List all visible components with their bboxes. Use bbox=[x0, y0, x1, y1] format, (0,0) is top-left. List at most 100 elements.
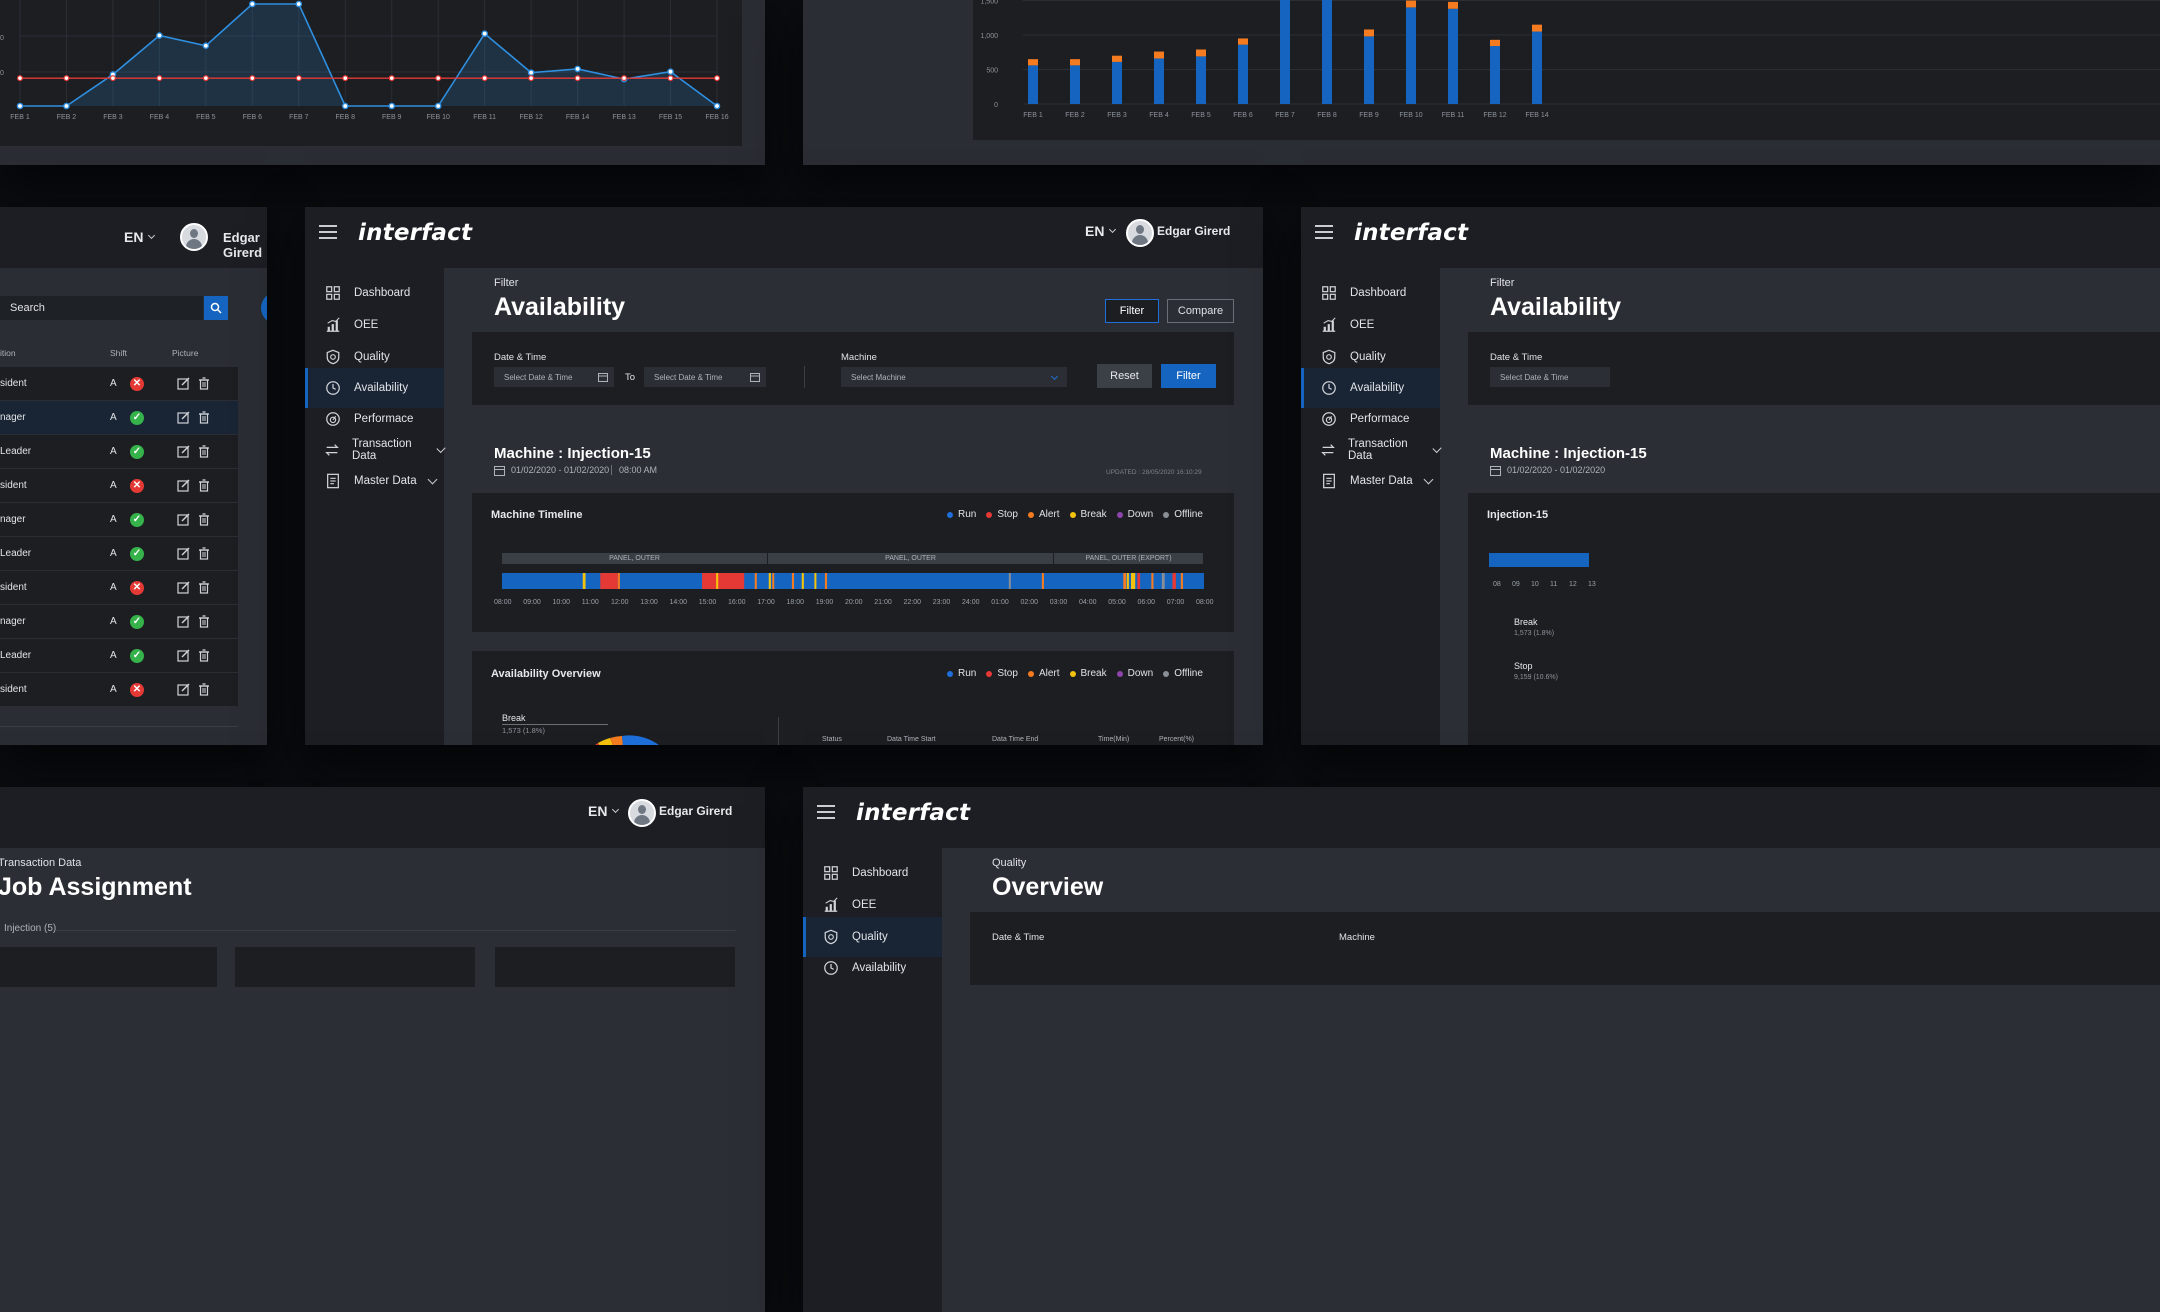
language-selector[interactable]: EN bbox=[1085, 223, 1117, 239]
table-row: nager A ✓ bbox=[0, 503, 238, 537]
target-point bbox=[249, 75, 256, 82]
sidebar-item-oee[interactable]: OEE bbox=[803, 885, 942, 925]
search-input[interactable]: Search bbox=[0, 296, 203, 320]
edit-icon[interactable] bbox=[177, 615, 190, 629]
sidebar-item-oee[interactable]: OEE bbox=[305, 305, 444, 345]
chart-icon bbox=[822, 896, 840, 914]
x-tick-label: FEB 8 bbox=[336, 114, 356, 121]
trash-icon[interactable] bbox=[198, 444, 210, 459]
avatar[interactable] bbox=[180, 223, 208, 251]
apply-filter-button[interactable]: Filter bbox=[1161, 364, 1216, 388]
trash-icon[interactable] bbox=[198, 580, 210, 595]
sidebar-item-quality[interactable]: Quality bbox=[803, 917, 942, 957]
timeline-tick-label: 20:00 bbox=[845, 599, 863, 606]
legend-run-label: Run bbox=[958, 509, 977, 520]
check-icon: ✓ bbox=[130, 444, 144, 459]
filter-toggle-button[interactable]: Filter bbox=[1105, 299, 1159, 323]
edit-icon[interactable] bbox=[177, 547, 190, 561]
add-button[interactable] bbox=[261, 292, 267, 324]
table-row: Leader A ✓ bbox=[0, 639, 238, 673]
sidebar-item-dashboard[interactable]: Dashboard bbox=[1301, 273, 1440, 313]
user-name: Edgar Girerd bbox=[223, 230, 263, 260]
date-to-input[interactable]: Select Date & Time bbox=[644, 367, 766, 387]
overview-column-header: Time(Min) bbox=[1098, 736, 1130, 743]
x-tick-label: FEB 2 bbox=[1065, 112, 1085, 119]
avatar[interactable] bbox=[628, 799, 656, 827]
language-selector[interactable]: EN bbox=[124, 229, 156, 245]
sidebar-item-dashboard[interactable]: Dashboard bbox=[803, 853, 942, 893]
gauge-icon bbox=[324, 410, 342, 428]
date-from-input[interactable]: Select Date & Time bbox=[494, 367, 614, 387]
edit-icon[interactable] bbox=[177, 649, 190, 663]
target-point bbox=[481, 75, 488, 82]
trash-icon[interactable] bbox=[198, 546, 210, 561]
edit-icon[interactable] bbox=[177, 513, 190, 527]
chevron-down-icon bbox=[612, 805, 620, 813]
timeline-tick-label: 01:00 bbox=[991, 599, 1009, 606]
position-cell: sident bbox=[0, 480, 27, 491]
trash-icon[interactable] bbox=[198, 376, 210, 391]
brand-logo: interfact bbox=[1354, 220, 1469, 246]
edit-icon[interactable] bbox=[177, 479, 190, 493]
machine-select[interactable]: Select Machine bbox=[841, 367, 1067, 387]
sidebar-item-performace[interactable]: Performace bbox=[1301, 399, 1440, 439]
trash-icon[interactable] bbox=[198, 410, 210, 425]
sidebar-item-master-data[interactable]: Master Data bbox=[305, 461, 444, 501]
edit-icon[interactable] bbox=[177, 445, 190, 459]
legend-alert-label: Alert bbox=[1038, 509, 1060, 520]
timeline-card: Machine Timeline Run Stop Alert Break Down Of… bbox=[472, 493, 1234, 632]
language-selector[interactable]: EN bbox=[588, 803, 620, 819]
bar bbox=[1112, 61, 1122, 104]
menu-icon[interactable] bbox=[817, 805, 835, 819]
sidebar-item-availability[interactable]: Availability bbox=[803, 948, 942, 988]
menu-icon[interactable] bbox=[1315, 225, 1333, 239]
timeline-event-segment bbox=[1180, 573, 1183, 589]
timeline-tick-label: 13:00 bbox=[640, 599, 658, 606]
sidebar-item-dashboard[interactable]: Dashboard bbox=[305, 273, 444, 313]
edit-icon[interactable] bbox=[177, 683, 190, 697]
bar bbox=[1322, 0, 1332, 104]
main-panel: interfact EN Edgar Girerd Dashboard OEE Qu… bbox=[305, 207, 1263, 745]
sidebar-item-label: OEE bbox=[852, 899, 877, 911]
trash-icon[interactable] bbox=[198, 682, 210, 697]
timeline-tick-label: 08 bbox=[1493, 581, 1501, 588]
sidebar-item-transaction-data[interactable]: Transaction Data bbox=[305, 430, 446, 470]
table-body: sident A ✕ nager A ✓ Leader A ✓ sident A ✕ nager A ✓ Le… bbox=[0, 367, 238, 707]
search-button[interactable] bbox=[204, 296, 228, 320]
trash-icon[interactable] bbox=[198, 478, 210, 493]
tab-injection[interactable]: Injection (5) bbox=[4, 923, 57, 934]
data-point bbox=[527, 69, 535, 76]
bar bbox=[1364, 36, 1374, 104]
brand-logo: interfact bbox=[856, 800, 971, 826]
sidebar-item-quality[interactable]: Quality bbox=[305, 337, 444, 377]
grid-icon bbox=[822, 864, 840, 882]
legend-break-label: Break bbox=[1080, 668, 1107, 679]
timeline-tick-label: 22:00 bbox=[903, 599, 922, 606]
sidebar-item-oee[interactable]: OEE bbox=[1301, 305, 1440, 345]
trash-icon[interactable] bbox=[198, 614, 210, 629]
edit-icon[interactable] bbox=[177, 377, 190, 391]
legend-break-dot bbox=[1069, 511, 1076, 518]
menu-icon[interactable] bbox=[319, 225, 337, 239]
sidebar-item-performace[interactable]: Performace bbox=[305, 399, 444, 439]
compare-button[interactable]: Compare bbox=[1167, 299, 1234, 323]
avatar[interactable] bbox=[1126, 219, 1154, 247]
position-cell: sident bbox=[0, 684, 27, 695]
line-chart-panel: 0 0 FEB 1 FEB 2 FEB 3 FEB 4 FEB 5 FEB 6 FEB 7 FEB… bbox=[0, 0, 765, 165]
sidebar-item-quality[interactable]: Quality bbox=[1301, 337, 1440, 377]
edit-icon[interactable] bbox=[177, 581, 190, 595]
x-tick-label: FEB 6 bbox=[1233, 112, 1253, 119]
sidebar-item-transaction-data[interactable]: Transaction Data bbox=[1301, 430, 1442, 470]
overview-column-header: Percent(%) bbox=[1159, 736, 1195, 743]
date-from-input[interactable]: Select Date & Time bbox=[1490, 367, 1610, 387]
trash-icon[interactable] bbox=[198, 648, 210, 663]
trash-icon[interactable] bbox=[198, 512, 210, 527]
reset-button[interactable]: Reset bbox=[1097, 364, 1152, 388]
sidebar-item-availability[interactable]: Availability bbox=[1301, 368, 1440, 408]
legend-down-label: Down bbox=[1127, 509, 1154, 520]
legend-stop-label: Stop bbox=[997, 668, 1018, 679]
status-value: 1,573 (1.8%) bbox=[1514, 630, 1555, 637]
sidebar-item-availability[interactable]: Availability bbox=[305, 368, 444, 408]
sidebar-item-master-data[interactable]: Master Data bbox=[1301, 461, 1440, 501]
edit-icon[interactable] bbox=[177, 411, 190, 425]
